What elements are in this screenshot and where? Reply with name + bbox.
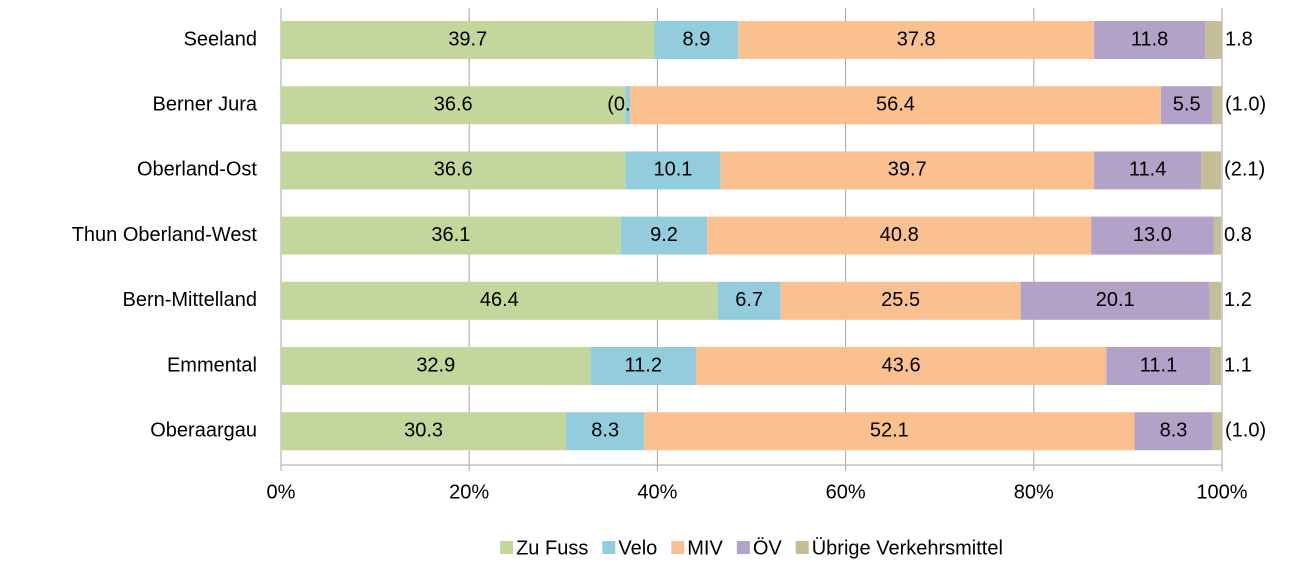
legend-label: Velo (618, 537, 657, 559)
data-label: 36.6 (434, 93, 473, 115)
x-tick-label: 80% (1014, 481, 1054, 503)
data-label: 1.2 (1224, 289, 1252, 311)
legend-label: MIV (687, 537, 723, 559)
data-label: 20.1 (1096, 289, 1135, 311)
bar-segment (720, 151, 1095, 190)
bar-segment (625, 151, 721, 190)
bar-segment (1212, 412, 1222, 451)
y-tick-label: Thun Oberland-West (72, 224, 258, 246)
data-label: 43.6 (882, 354, 921, 376)
bar-segment (1212, 86, 1222, 125)
bar-segment (630, 86, 1161, 125)
bar-segment (281, 86, 626, 125)
legend-label: Zu Fuss (516, 537, 588, 559)
bar-segment (738, 21, 1095, 59)
data-label: 37.8 (897, 28, 936, 50)
legend-swatch (500, 541, 514, 554)
x-tick-label: 40% (637, 481, 677, 503)
data-label: 0.8 (1224, 224, 1252, 246)
data-label: 36.1 (431, 224, 470, 246)
data-label: 39.7 (448, 28, 487, 50)
y-tick-label: Berner Jura (153, 93, 258, 115)
data-label: 11.4 (1129, 159, 1166, 181)
y-tick-label: Bern-Mittelland (122, 289, 257, 311)
bar-segment (644, 412, 1135, 451)
bar-segment (281, 281, 718, 320)
bar-segment (707, 216, 1092, 255)
bar-segment (281, 412, 567, 451)
data-label: (2.1) (1224, 159, 1265, 181)
x-tick-label: 20% (449, 481, 489, 503)
bar-segment (654, 21, 739, 59)
data-label: 36.6 (434, 159, 473, 181)
data-label: 11.1 (1140, 354, 1177, 376)
bar-segment (281, 151, 626, 190)
data-label: 39.7 (888, 159, 927, 181)
x-tick-label: 0% (267, 481, 296, 503)
data-label: 11.2 (625, 354, 662, 376)
legend-swatch (602, 541, 616, 554)
bar-segment (566, 412, 645, 451)
data-label: 46.4 (480, 289, 519, 311)
data-label: 10.1 (653, 159, 692, 181)
data-label: 13.0 (1133, 224, 1172, 246)
data-label: (1.0) (1225, 419, 1266, 441)
bar-segment (1205, 21, 1222, 59)
data-label: 56.4 (876, 93, 915, 115)
bar-segment (281, 21, 655, 59)
y-tick-label: Oberaargau (150, 419, 257, 441)
data-label: 8.9 (683, 28, 711, 50)
bar-segment (1094, 151, 1202, 190)
legend-label: ÖV (753, 537, 783, 559)
bar-segment (1134, 412, 1213, 451)
data-label: 9.2 (650, 224, 678, 246)
bar-segment (1160, 86, 1213, 125)
x-tick-label: 60% (826, 481, 866, 503)
y-tick-label: Oberland-Ost (137, 159, 257, 181)
data-label: 25.5 (881, 289, 920, 311)
x-tick-label: 100% (1196, 481, 1247, 503)
bar-segment (1094, 21, 1206, 59)
y-tick-label: Seeland (184, 28, 257, 50)
data-label: 1.1 (1224, 354, 1252, 376)
data-label: 11.8 (1131, 28, 1168, 50)
legend-swatch (736, 541, 750, 554)
bar-segment (1201, 151, 1222, 190)
bar-segment (590, 347, 696, 385)
data-label: 8.3 (1160, 419, 1188, 441)
legend-swatch (795, 541, 809, 554)
data-label: 6.7 (735, 289, 763, 311)
data-label: 40.8 (880, 224, 919, 246)
bar-segment (780, 281, 1021, 320)
data-label: (1.0) (1225, 93, 1266, 115)
legend-label: Übrige Verkehrsmittel (812, 537, 1003, 559)
data-label: 32.9 (416, 354, 455, 376)
bar-segment (281, 216, 621, 255)
bar-segment (1213, 216, 1222, 255)
bar-segment (625, 86, 631, 125)
bar-segment (1209, 281, 1222, 320)
bar-segment (1020, 281, 1210, 320)
legend: Zu Fuss Velo MIV ÖV Übrige Verkehrsmittel (500, 537, 1003, 559)
bar-segment (1210, 347, 1222, 385)
data-label: 5.5 (1173, 93, 1201, 115)
data-label: 8.3 (591, 419, 619, 441)
data-label: 52.1 (870, 419, 909, 441)
bar-segment (281, 347, 591, 385)
bar-segment (1091, 216, 1214, 255)
data-label: 30.3 (404, 419, 443, 441)
bar-segment (1106, 347, 1211, 385)
data-label: 1.8 (1225, 28, 1253, 50)
legend-swatch (671, 541, 685, 554)
y-tick-label: Emmental (167, 354, 257, 376)
bar-segment (620, 216, 708, 255)
bar-segment (717, 281, 781, 320)
bar-segment (695, 347, 1107, 385)
